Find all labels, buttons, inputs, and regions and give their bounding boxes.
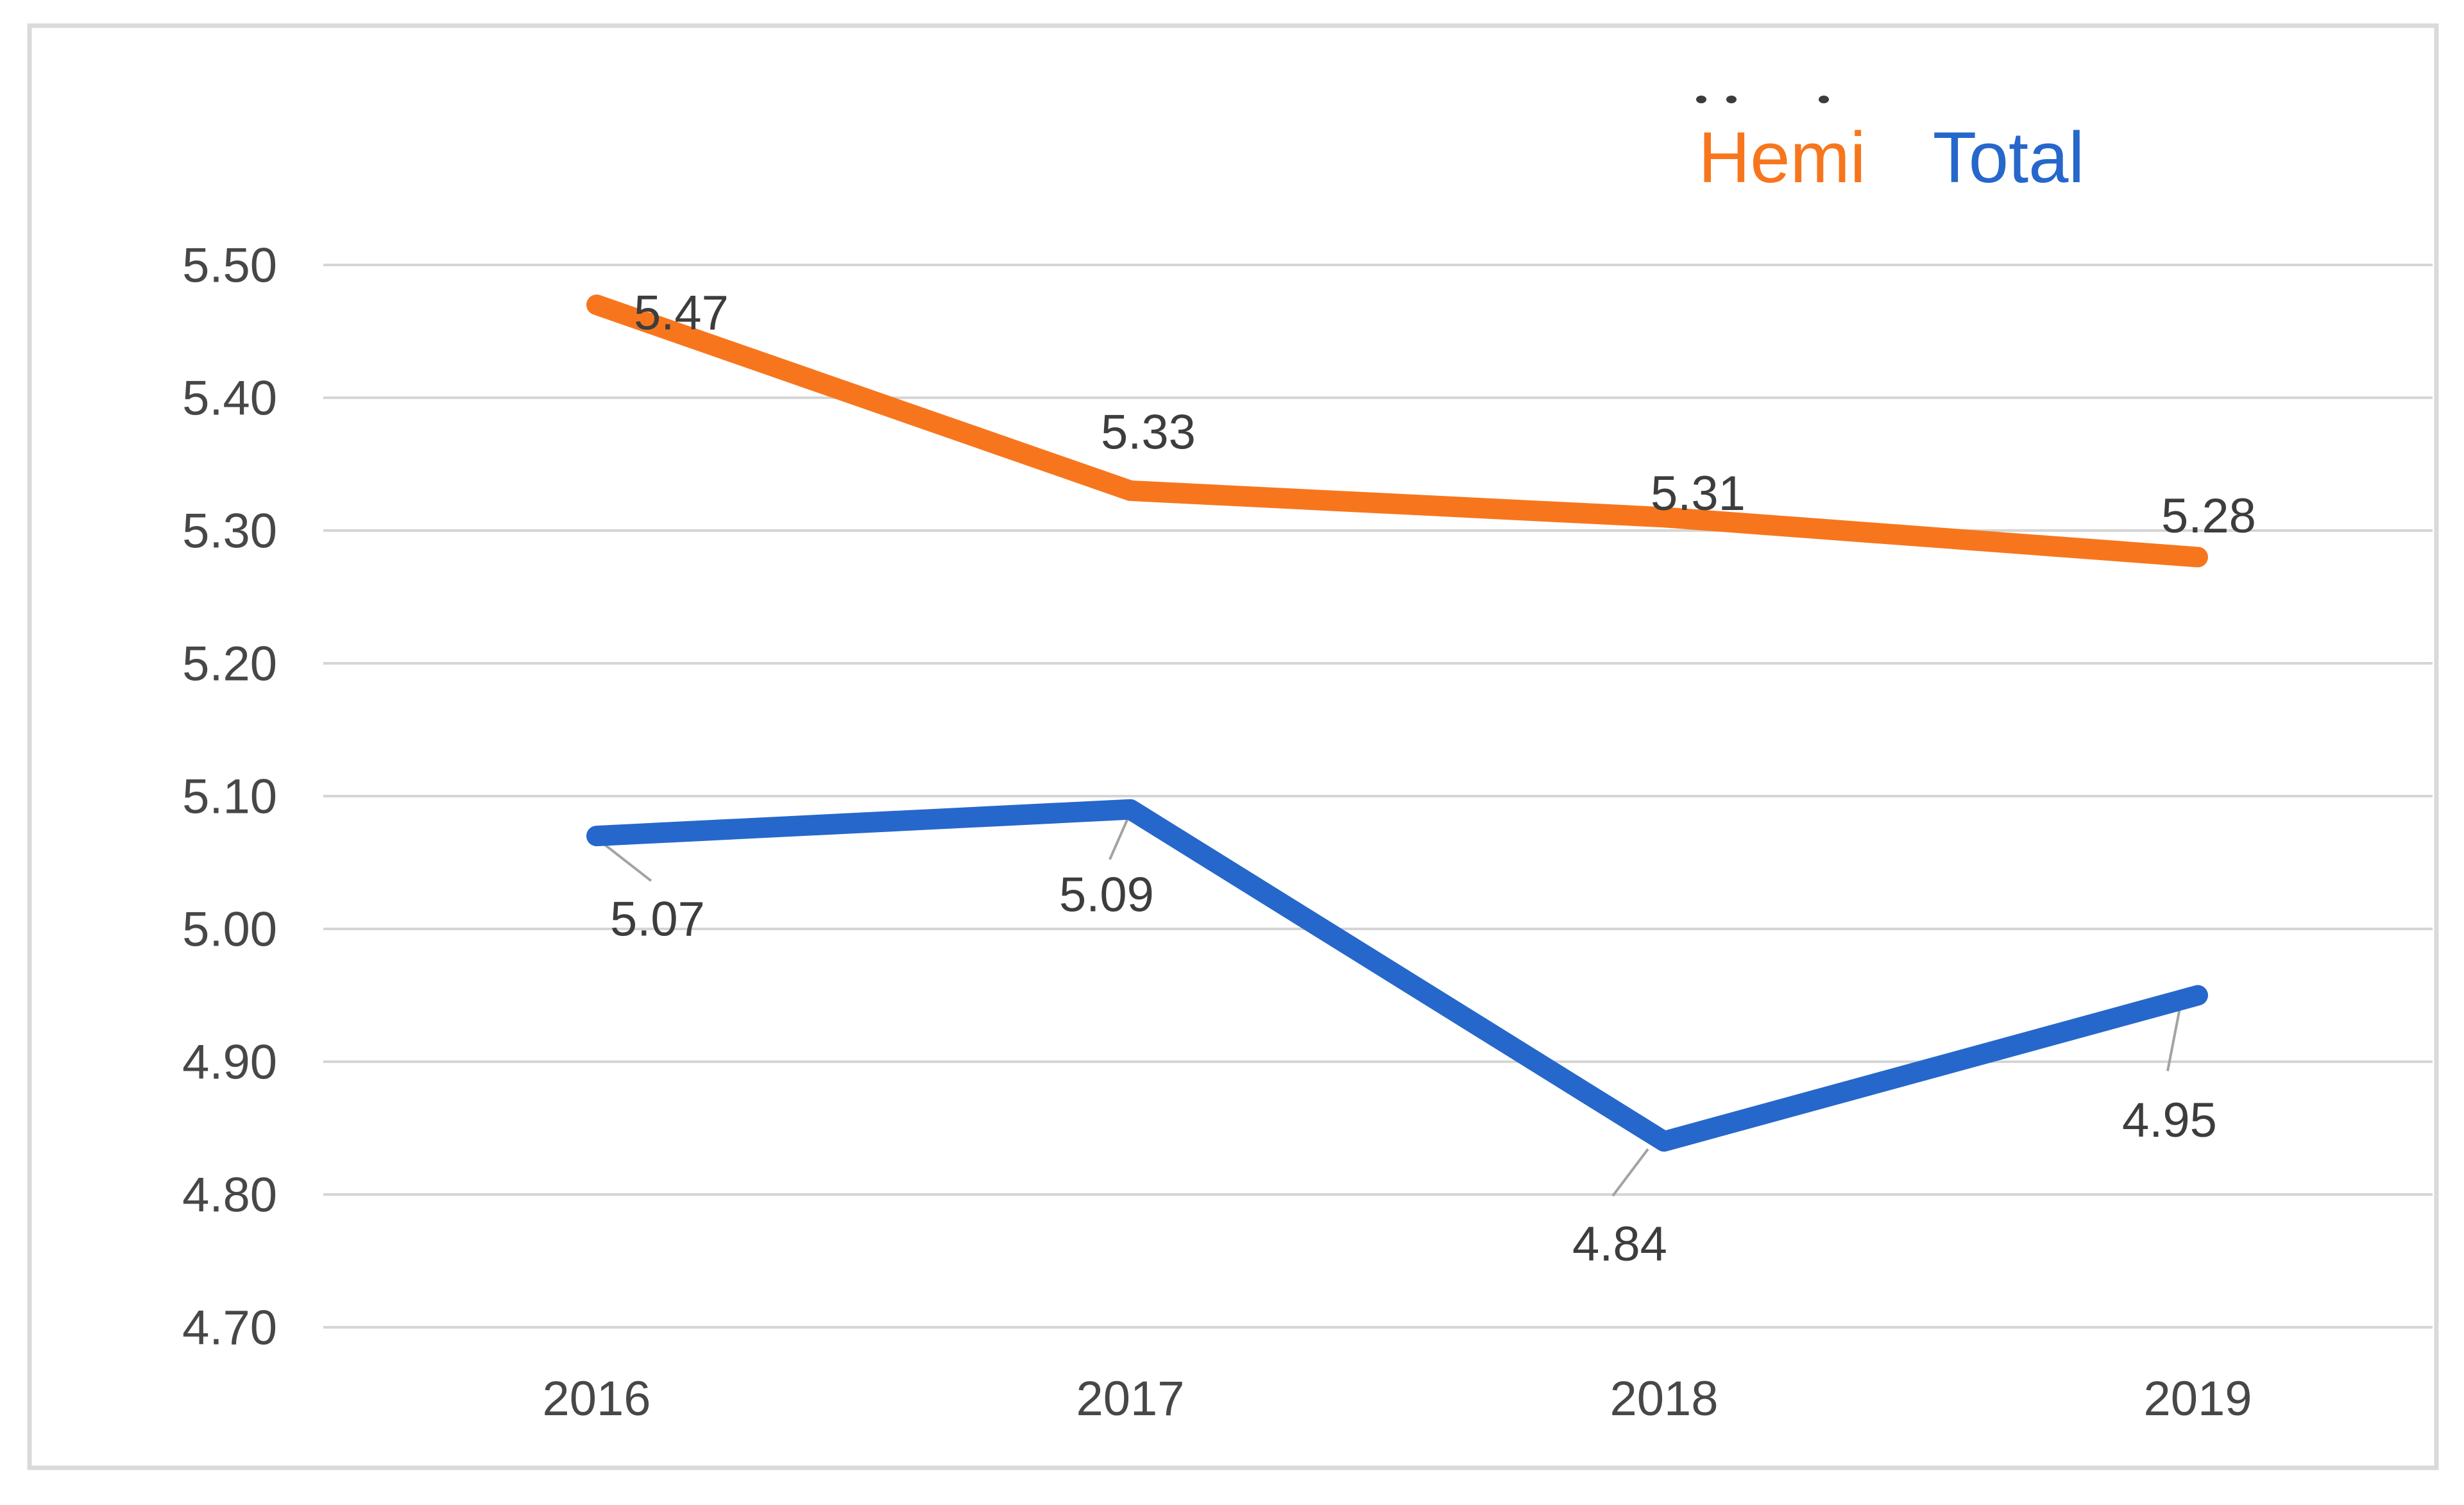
y-tick-label: 5.30 (182, 504, 277, 559)
y-tick-label: 4.80 (182, 1168, 277, 1223)
data-label-hemi-2017: 5.33 (1101, 405, 1196, 460)
data-label-total-2018: 4.84 (1572, 1217, 1667, 1271)
chart-frame (27, 23, 2439, 1470)
legend-artifact-dot (1696, 96, 1706, 103)
x-tick-label: 2016 (542, 1372, 650, 1426)
legend-item-hemi: Hemi (1698, 117, 1865, 198)
data-label-hemi-2016: 5.47 (634, 286, 729, 341)
y-tick-label: 5.40 (182, 371, 277, 426)
y-tick-label: 4.90 (182, 1035, 277, 1090)
leader-line (2166, 1005, 2182, 1071)
legend-artifact-dot (1726, 96, 1737, 103)
data-label-hemi-2018: 5.31 (1651, 466, 1746, 521)
series-line-total (586, 799, 2208, 1152)
legend-item-total: Total (1933, 117, 2085, 198)
x-tick-label: 2018 (1610, 1372, 1718, 1426)
leader-line (1611, 1148, 1649, 1197)
leader-line (600, 841, 652, 882)
y-tick-label: 5.10 (182, 770, 277, 824)
x-tick-label: 2019 (2143, 1372, 2252, 1426)
data-label-hemi-2019: 5.28 (2161, 489, 2256, 543)
y-tick-label: 5.00 (182, 903, 277, 957)
series-line-hemi (586, 294, 2208, 568)
y-tick-label: 5.50 (182, 239, 277, 293)
data-label-total-2016: 5.07 (610, 892, 705, 947)
legend-artifact-dot (1819, 96, 1829, 103)
x-tick-label: 2017 (1076, 1372, 1184, 1426)
y-tick-label: 4.70 (182, 1301, 277, 1356)
data-label-total-2019: 4.95 (2122, 1093, 2217, 1148)
y-tick-label: 5.20 (182, 637, 277, 692)
leader-line (1109, 816, 1130, 860)
data-label-total-2017: 5.09 (1059, 867, 1154, 922)
